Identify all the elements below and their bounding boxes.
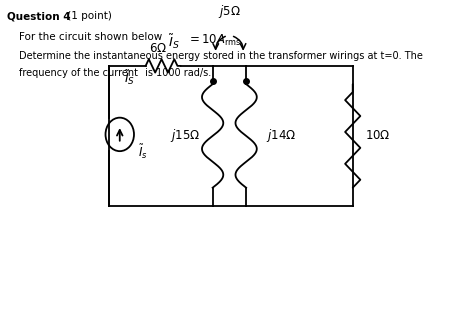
Text: $6\Omega$: $6\Omega$ [149, 42, 167, 55]
Text: $\widetilde{I}_s$: $\widetilde{I}_s$ [138, 143, 148, 161]
Text: $\widetilde{I}_S$: $\widetilde{I}_S$ [168, 32, 180, 51]
Text: (1 point): (1 point) [64, 11, 112, 21]
Text: Determine the instantaneous energy stored in the transformer wirings at t=0. The: Determine the instantaneous energy store… [19, 51, 423, 61]
Text: Question 4: Question 4 [7, 11, 71, 21]
Text: $j14\Omega$: $j14\Omega$ [266, 127, 296, 145]
Text: $\widetilde{I}_S$: $\widetilde{I}_S$ [124, 69, 135, 87]
Text: frequency of the current: frequency of the current [19, 68, 141, 78]
Text: $10\Omega$: $10\Omega$ [365, 129, 391, 142]
Text: $= 10A_{\mathrm{rms}}$: $= 10A_{\mathrm{rms}}$ [187, 33, 242, 48]
Text: For the circuit shown below: For the circuit shown below [19, 32, 165, 42]
Text: $j5\Omega$: $j5\Omega$ [218, 3, 241, 20]
Text: $j15\Omega$: $j15\Omega$ [170, 127, 201, 145]
Text: is 1000 rad/s.: is 1000 rad/s. [142, 68, 211, 78]
